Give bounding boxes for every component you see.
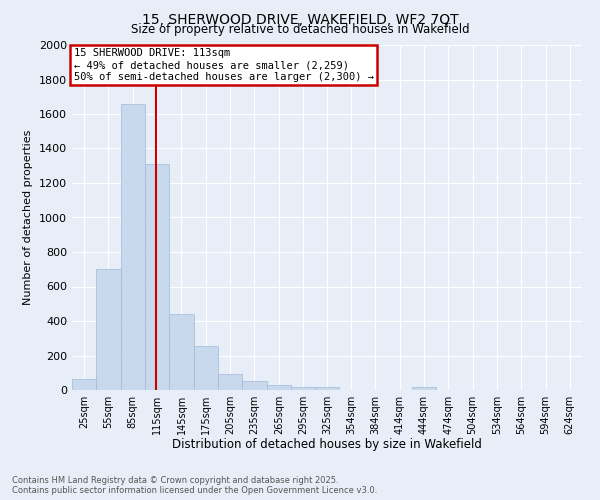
Bar (412, 388, 436, 390)
Bar (121, 104, 145, 390)
X-axis label: Distribution of detached houses by size in Wakefield: Distribution of detached houses by size … (172, 438, 482, 452)
Bar (291, 386, 315, 390)
Bar (97, 269, 121, 390)
Bar (72, 379, 97, 390)
Bar (242, 380, 266, 390)
Y-axis label: Number of detached properties: Number of detached properties (23, 130, 34, 305)
Bar (194, 346, 218, 390)
Bar (315, 386, 339, 390)
Text: 15, SHERWOOD DRIVE, WAKEFIELD, WF2 7QT: 15, SHERWOOD DRIVE, WAKEFIELD, WF2 7QT (142, 12, 458, 26)
Bar (145, 164, 169, 390)
Bar (266, 385, 291, 390)
Bar (218, 374, 242, 390)
Bar (169, 314, 194, 390)
Text: Contains HM Land Registry data © Crown copyright and database right 2025.
Contai: Contains HM Land Registry data © Crown c… (12, 476, 377, 495)
Text: Size of property relative to detached houses in Wakefield: Size of property relative to detached ho… (131, 22, 469, 36)
Text: 15 SHERWOOD DRIVE: 113sqm
← 49% of detached houses are smaller (2,259)
50% of se: 15 SHERWOOD DRIVE: 113sqm ← 49% of detac… (74, 48, 374, 82)
